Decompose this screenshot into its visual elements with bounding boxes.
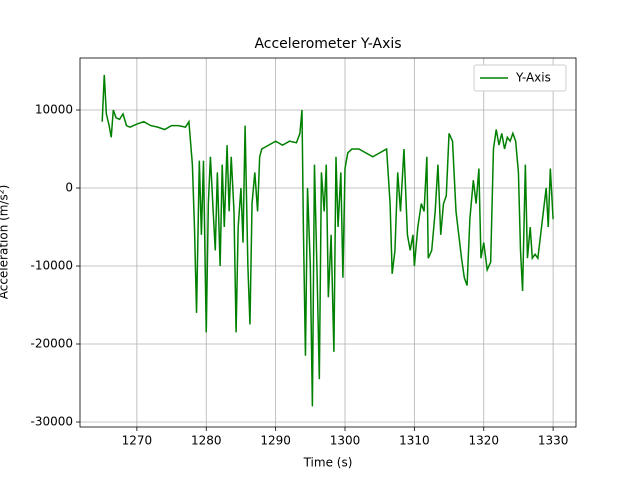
x-tick-label: 1310 bbox=[399, 434, 430, 448]
y-tick-label: -20000 bbox=[30, 337, 73, 351]
x-axis-label: Time (s) bbox=[303, 456, 353, 470]
y-tick-label: 0 bbox=[65, 181, 73, 195]
y-tick-label: -10000 bbox=[30, 259, 73, 273]
x-tick-label: 1280 bbox=[191, 434, 222, 448]
x-tick-label: 1330 bbox=[538, 434, 569, 448]
data-line bbox=[101, 74, 554, 407]
legend-box bbox=[473, 64, 567, 92]
x-tick-label: 1290 bbox=[260, 434, 291, 448]
x-tick-label: 1320 bbox=[468, 434, 499, 448]
y-tick-label: 10000 bbox=[35, 103, 73, 117]
x-tick-label: 1300 bbox=[330, 434, 361, 448]
legend-label: Y-Axis bbox=[515, 71, 551, 85]
y-tick-label: -30000 bbox=[30, 415, 73, 429]
plot-frame bbox=[79, 57, 577, 428]
legend: Y-Axis bbox=[473, 64, 567, 92]
chart-title: Accelerometer Y-Axis bbox=[254, 36, 401, 52]
y-axis-label: Acceleration (m/s²) bbox=[0, 185, 11, 300]
x-tick-label: 1270 bbox=[122, 434, 153, 448]
